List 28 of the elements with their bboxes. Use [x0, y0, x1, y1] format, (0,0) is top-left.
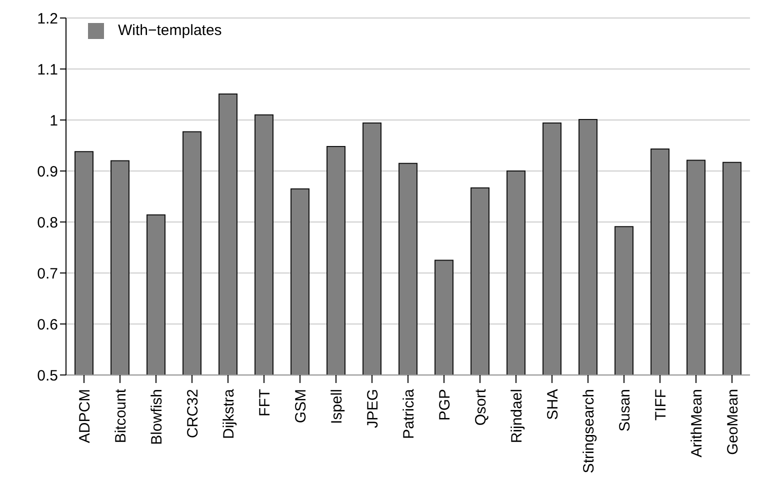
y-tick-label: 1.1 — [37, 61, 58, 78]
y-tick-label: 0.5 — [37, 367, 58, 384]
x-tick-label: GSM — [292, 388, 310, 424]
y-tick-label: 0.9 — [37, 163, 58, 180]
x-tick-label: Patricia — [400, 388, 418, 439]
x-tick-label: Ispell — [328, 388, 346, 424]
y-tick-label: 0.7 — [37, 265, 58, 282]
x-tick-label: Blowfish — [148, 388, 166, 445]
x-tick-label: Dijkstra — [220, 388, 238, 439]
y-tick-label: 0.6 — [37, 316, 58, 334]
x-tick-label: ADPCM — [76, 388, 94, 444]
x-tick-label: Bitcount — [112, 388, 130, 444]
x-tick-label: JPEG — [364, 388, 382, 428]
x-tick-label: Qsort — [472, 388, 490, 426]
x-tick-label: CRC32 — [184, 388, 202, 438]
x-tick-label: Susan — [616, 388, 634, 432]
x-tick-label: ArithMean — [688, 388, 706, 458]
x-tick-label: FFT — [256, 388, 274, 416]
y-tick-label: 1 — [50, 112, 58, 130]
x-tick-label: GeoMean — [724, 388, 742, 455]
x-tick-label: TIFF — [652, 388, 670, 421]
y-tick-label: 0.8 — [37, 214, 58, 232]
x-tick-label: Rijndael — [508, 388, 526, 444]
x-tick-label: SHA — [544, 388, 562, 420]
legend-label: With−templates — [118, 22, 222, 39]
y-tick-label: 1.2 — [37, 10, 58, 28]
x-tick-label: Stringsearch — [580, 388, 598, 474]
x-tick-label: PGP — [436, 388, 454, 421]
